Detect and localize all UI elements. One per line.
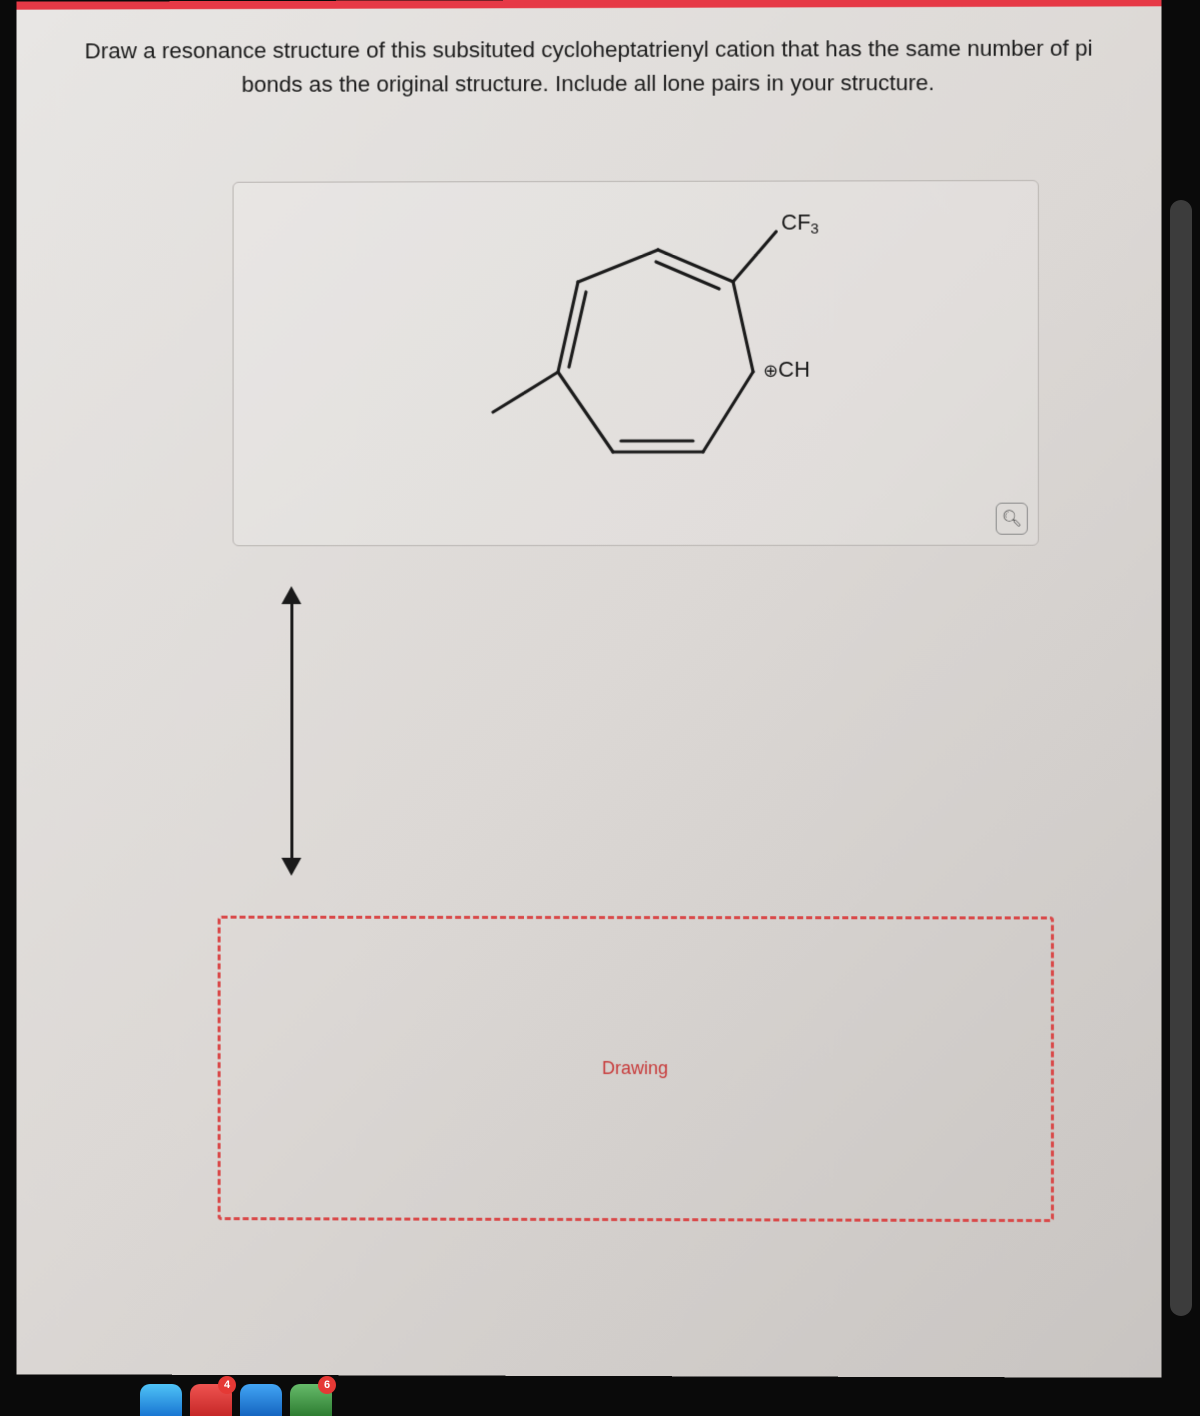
question-prompt: Draw a resonance structure of this subsi… (38, 31, 1139, 101)
zoom-button[interactable]: 🔍︎ (996, 502, 1028, 534)
scrollbar[interactable] (1170, 200, 1192, 1316)
question-line2: bonds as the original structure. Include… (242, 70, 935, 97)
launchpad-badge: 4 (218, 1376, 236, 1394)
arrow-head-down (281, 857, 301, 875)
molecule-diagram: CF3 ⊕CH (363, 201, 863, 542)
drawing-label: Drawing (602, 1058, 668, 1079)
drawing-answer-area[interactable]: Drawing (218, 915, 1054, 1221)
content-screen: Draw a resonance structure of this subsi… (16, 0, 1161, 1378)
dock-safari-icon[interactable] (240, 1384, 282, 1416)
macos-dock: 4 6 (100, 1376, 900, 1416)
cation-label: ⊕CH (763, 356, 810, 381)
dock-finder-icon[interactable] (140, 1384, 182, 1416)
mail-badge: 6 (318, 1376, 336, 1394)
original-structure-panel: CF3 ⊕CH 🔍︎ (233, 180, 1039, 546)
resonance-arrow (287, 586, 295, 876)
cf3-label: CF3 (781, 209, 819, 237)
dock-mail-icon[interactable]: 6 (290, 1384, 332, 1416)
zoom-icon: 🔍︎ (1002, 508, 1022, 528)
dock-launchpad-icon[interactable]: 4 (190, 1384, 232, 1416)
question-line1: Draw a resonance structure of this subsi… (85, 36, 1093, 64)
arrow-shaft (290, 600, 293, 862)
